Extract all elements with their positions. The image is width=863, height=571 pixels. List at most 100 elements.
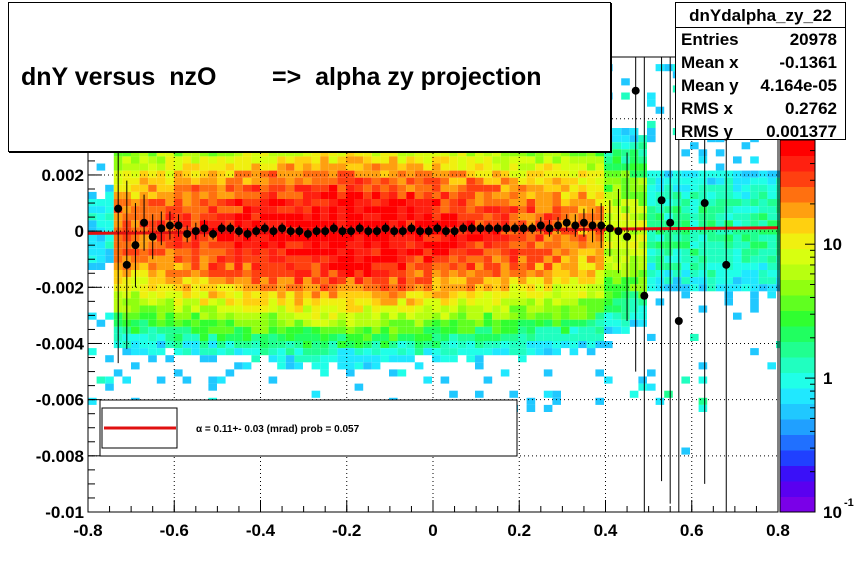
- heatmap-cell: [260, 305, 269, 313]
- heatmap-cell: [586, 255, 596, 263]
- heatmap-cell: [543, 348, 553, 356]
- heatmap-cell: [363, 156, 372, 164]
- heatmap-cell: [526, 312, 536, 320]
- heatmap-cell: [432, 277, 441, 285]
- heatmap-cell: [337, 163, 346, 171]
- heatmap-cell: [733, 170, 742, 178]
- stats-histogram-name: dnYdalpha_zy_22: [689, 6, 832, 25]
- heatmap-cell: [337, 234, 346, 242]
- heatmap-cell: [690, 199, 699, 207]
- heatmap-cell: [681, 376, 690, 384]
- palette-label-exponent: -1: [844, 497, 854, 509]
- heatmap-cell: [234, 298, 243, 306]
- heatmap-cell: [371, 319, 381, 327]
- heatmap-cell: [518, 163, 527, 171]
- heatmap-cell: [612, 270, 622, 278]
- profile-point: [545, 224, 554, 233]
- heatmap-cell: [320, 270, 329, 278]
- heatmap-cell: [440, 177, 450, 185]
- heatmap-cell: [328, 348, 338, 356]
- heatmap-cell: [346, 305, 355, 313]
- heatmap-cell: [328, 241, 338, 249]
- heatmap-cell: [139, 149, 149, 157]
- heatmap-cell: [251, 170, 260, 178]
- heatmap-cell: [432, 326, 441, 334]
- heatmap-cell: [363, 348, 372, 356]
- heatmap-cell: [277, 213, 286, 221]
- heatmap-cell: [500, 241, 510, 249]
- heatmap-cell: [268, 348, 278, 356]
- profile-point: [165, 221, 174, 230]
- heatmap-cell: [509, 170, 518, 178]
- heatmap-cell: [466, 248, 475, 256]
- heatmap-cell: [225, 149, 235, 157]
- heatmap-cell: [621, 255, 630, 263]
- heatmap-cell: [397, 319, 407, 327]
- heatmap-cell: [552, 390, 561, 398]
- heatmap-cell: [208, 248, 217, 256]
- palette-label: 10: [823, 235, 842, 254]
- x-tick-label: 0: [428, 521, 437, 540]
- heatmap-cell: [165, 206, 174, 214]
- heatmap-cell: [500, 177, 510, 185]
- heatmap-cell: [715, 149, 725, 157]
- heatmap-cell: [466, 298, 475, 306]
- heatmap-cell: [733, 255, 742, 263]
- heatmap-cell: [268, 199, 278, 207]
- heatmap-cell: [707, 227, 716, 235]
- heatmap-cell: [294, 248, 303, 256]
- heatmap-cell: [260, 333, 269, 341]
- heatmap-cell: [217, 184, 226, 192]
- heatmap-cell: [363, 241, 372, 249]
- heatmap-cell: [131, 341, 140, 349]
- heatmap-cell: [208, 199, 217, 207]
- heatmap-cell: [389, 199, 398, 207]
- heatmap-cell: [303, 255, 312, 263]
- profile-point: [269, 227, 278, 236]
- heatmap-cell: [217, 262, 226, 270]
- heatmap-cell: [561, 234, 570, 242]
- heatmap-cell: [217, 156, 226, 164]
- heatmap-cell: [371, 298, 381, 306]
- heatmap-cell: [354, 149, 364, 157]
- heatmap-cell: [569, 248, 579, 256]
- heatmap-cell: [612, 177, 622, 185]
- heatmap-cell: [346, 348, 355, 356]
- heatmap-cell: [492, 333, 501, 341]
- heatmap-cell: [475, 156, 484, 164]
- heatmap-cell: [174, 284, 183, 292]
- heatmap-cell: [569, 227, 579, 235]
- heatmap-cell: [371, 248, 381, 256]
- heatmap-cell: [225, 291, 235, 299]
- heatmap-cell: [698, 220, 708, 228]
- heatmap-cell: [251, 248, 260, 256]
- heatmap-cell: [268, 177, 278, 185]
- heatmap-cell: [629, 128, 639, 136]
- heatmap-cell: [672, 170, 682, 178]
- heatmap-cell: [303, 298, 312, 306]
- heatmap-cell: [174, 341, 183, 349]
- heatmap-cell: [328, 355, 338, 363]
- heatmap-cell: [320, 248, 329, 256]
- profile-point: [640, 291, 649, 300]
- heatmap-cell: [217, 376, 226, 384]
- heatmap-cell: [406, 220, 415, 228]
- heatmap-cell: [105, 184, 114, 192]
- heatmap-cell: [741, 220, 751, 228]
- heatmap-cell: [260, 241, 269, 249]
- heatmap-cell: [328, 298, 338, 306]
- heatmap-cell: [535, 270, 544, 278]
- heatmap-cell: [423, 170, 432, 178]
- heatmap-cell: [165, 255, 174, 263]
- heatmap-cell: [182, 163, 192, 171]
- heatmap-cell: [664, 177, 673, 185]
- heatmap-cell: [389, 341, 398, 349]
- heatmap-cell: [320, 199, 329, 207]
- heatmap-cell: [569, 149, 579, 157]
- heatmap-cell: [414, 348, 424, 356]
- heatmap-cell: [526, 163, 536, 171]
- heatmap-cell: [629, 284, 639, 292]
- heatmap-cell: [578, 284, 587, 292]
- heatmap-cell: [268, 355, 278, 363]
- heatmap-cell: [543, 319, 553, 327]
